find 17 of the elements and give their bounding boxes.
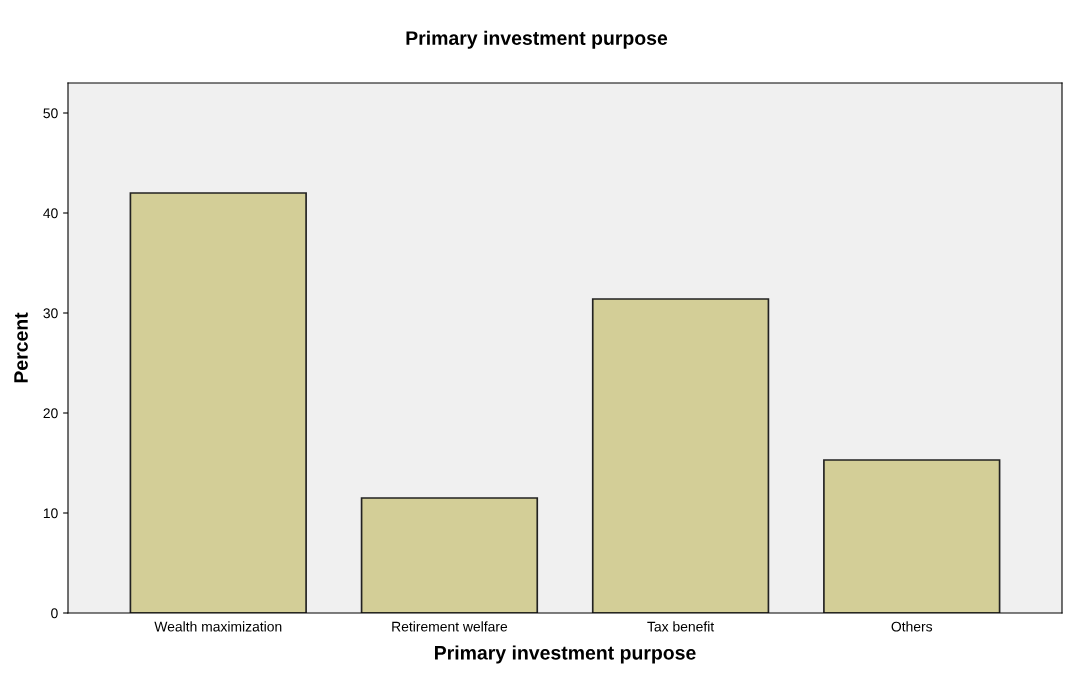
bar — [129, 192, 307, 613]
bar — [823, 459, 1001, 613]
y-tick-label: 50 — [43, 108, 58, 119]
y-tick-label: 20 — [43, 408, 58, 419]
x-tick-label: Retirement welfare — [392, 621, 508, 632]
x-axis-title: Primary investment purpose — [435, 645, 696, 664]
y-tick-label: 40 — [43, 208, 58, 219]
chart-title: Primary investment purpose — [406, 30, 668, 49]
bar — [360, 497, 539, 613]
x-tick-label: Wealth maximization — [154, 621, 282, 632]
bar — [591, 298, 770, 613]
y-tick-label: 10 — [43, 508, 58, 519]
y-tick-label: 30 — [43, 308, 58, 319]
y-tick-label: 0 — [51, 608, 58, 619]
x-tick-label: Others — [891, 621, 933, 632]
x-tick-label: Tax benefit — [647, 621, 715, 632]
y-axis-title: Percent — [14, 312, 28, 383]
